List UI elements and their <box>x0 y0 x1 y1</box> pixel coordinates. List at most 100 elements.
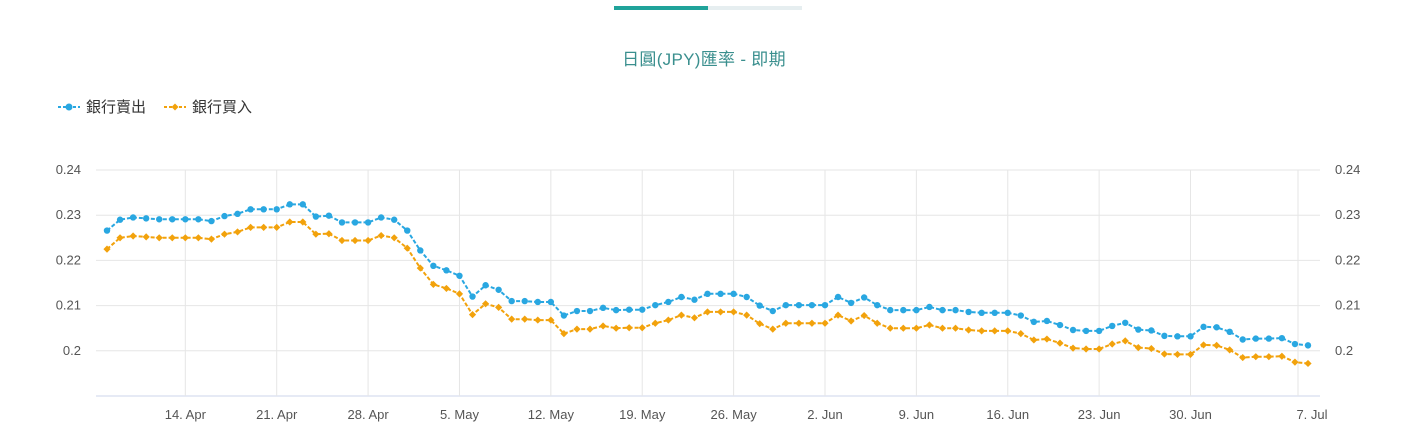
data-point-sell <box>743 293 750 301</box>
data-point-sell <box>1200 323 1207 331</box>
data-point-buy <box>116 234 124 242</box>
data-point-buy <box>625 324 633 332</box>
data-point-sell <box>169 216 176 223</box>
data-point-sell <box>717 290 724 298</box>
data-point-buy <box>1095 345 1103 353</box>
y-tick-label-right: 0.2 <box>1335 343 1353 358</box>
data-point-buy <box>495 303 503 312</box>
data-point-buy <box>351 236 359 245</box>
data-point-buy <box>860 311 868 320</box>
data-point-sell <box>1082 327 1090 335</box>
x-tick-label: 2. Jun <box>807 407 842 422</box>
data-point-sell <box>1291 340 1299 348</box>
data-point-sell <box>965 308 972 316</box>
data-point-sell <box>116 216 124 223</box>
data-point-sell <box>1030 318 1038 326</box>
data-point-sell <box>182 216 189 223</box>
data-point-sell <box>156 216 163 223</box>
series-line-sell <box>106 203 1309 347</box>
legend-item-buy[interactable]: 銀行買入 <box>164 96 252 117</box>
data-point-sell <box>1017 312 1025 319</box>
data-point-sell <box>377 214 385 221</box>
data-point-sell <box>1265 335 1273 342</box>
data-point-buy <box>991 327 999 335</box>
data-point-buy <box>912 324 920 332</box>
data-point-buy <box>1265 353 1273 361</box>
legend-buy-label: 銀行買入 <box>192 99 253 116</box>
data-point-buy <box>690 314 699 322</box>
data-point-buy <box>730 308 738 316</box>
data-point-sell <box>273 206 280 213</box>
data-point-buy <box>390 234 398 242</box>
data-point-sell <box>1226 328 1233 336</box>
data-point-sell <box>1122 319 1129 326</box>
data-point-buy <box>455 290 464 298</box>
data-point-buy <box>847 317 855 325</box>
data-point-sell <box>221 212 228 220</box>
data-point-sell <box>560 312 568 319</box>
data-point-sell <box>456 272 463 279</box>
data-point-buy <box>1160 350 1169 358</box>
data-point-sell <box>1174 333 1181 340</box>
data-point-buy <box>194 234 202 242</box>
data-point-buy <box>207 235 216 243</box>
data-point-buy <box>834 311 842 319</box>
data-point-buy <box>1252 353 1260 361</box>
series-line-buy <box>106 221 1309 365</box>
data-point-sell <box>286 201 293 208</box>
data-point-sell <box>913 306 920 314</box>
data-point-sell <box>991 309 998 317</box>
data-point-buy <box>964 326 973 334</box>
data-point-sell <box>351 219 359 226</box>
x-tick-label: 23. Jun <box>1078 407 1121 422</box>
data-point-sell <box>665 298 672 306</box>
data-point-buy <box>168 234 176 242</box>
data-point-sell <box>1213 324 1220 331</box>
data-point-sell <box>860 294 868 301</box>
tab-inactive-indicator[interactable] <box>708 6 802 10</box>
data-point-buy <box>286 218 294 226</box>
data-point-sell <box>534 298 541 306</box>
data-point-buy <box>1304 359 1312 368</box>
data-point-sell <box>443 267 450 274</box>
data-point-buy <box>808 319 816 327</box>
data-point-buy <box>795 319 803 327</box>
x-tick-label: 21. Apr <box>256 407 298 422</box>
data-point-sell <box>1252 335 1259 342</box>
data-point-buy <box>181 234 189 242</box>
data-point-buy <box>782 319 790 327</box>
data-point-sell <box>678 293 685 301</box>
data-point-sell <box>756 302 763 309</box>
data-point-sell <box>495 286 502 293</box>
x-tick-label: 14. Apr <box>165 407 207 422</box>
data-point-buy <box>899 324 907 332</box>
data-point-buy <box>612 324 620 332</box>
data-point-buy <box>978 327 986 335</box>
data-point-buy <box>1213 341 1221 349</box>
data-point-buy <box>155 234 163 242</box>
data-point-buy <box>129 232 137 240</box>
data-point-sell <box>639 306 646 313</box>
data-point-sell <box>521 297 528 305</box>
data-point-buy <box>560 330 568 338</box>
tab-strip <box>614 6 802 10</box>
y-tick-label-right: 0.23 <box>1335 207 1360 222</box>
data-point-sell <box>547 298 555 306</box>
data-point-buy <box>1226 346 1234 354</box>
tab-active-indicator[interactable] <box>614 6 708 10</box>
data-point-sell <box>417 247 424 254</box>
y-tick-label-right: 0.24 <box>1335 162 1360 177</box>
legend-buy-marker-icon <box>164 103 187 110</box>
data-point-buy <box>886 324 894 332</box>
data-point-buy <box>873 319 881 327</box>
data-point-buy <box>338 236 346 245</box>
data-point-buy <box>925 321 934 329</box>
data-point-buy <box>586 325 594 333</box>
data-point-sell <box>599 304 607 312</box>
data-point-sell <box>404 227 411 234</box>
legend-item-sell[interactable]: 銀行賣出 <box>58 96 146 117</box>
data-point-buy <box>651 319 659 327</box>
data-point-buy <box>312 230 320 238</box>
data-point-sell <box>260 206 267 213</box>
data-point-buy <box>1147 344 1155 353</box>
